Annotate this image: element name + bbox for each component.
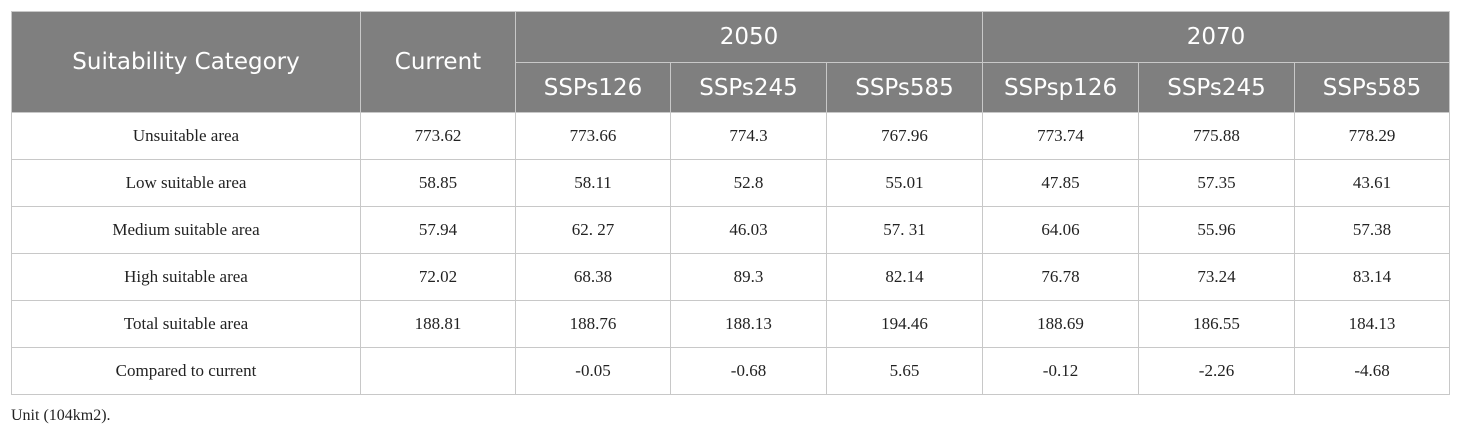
table-cell: 186.55 (1138, 300, 1296, 348)
table-cell: -2.26 (1138, 347, 1296, 395)
table-cell: 55.01 (825, 159, 984, 207)
column-header: SSPsp126 (982, 62, 1140, 113)
table-cell: 73.24 (1138, 253, 1296, 301)
table-cell: 194.46 (825, 300, 984, 348)
table-row: Medium suitable area 57.94 62. 27 46.03 57. … (11, 206, 1451, 254)
table-cell: 774.3 (670, 112, 827, 160)
row-label: Unsuitable area (11, 112, 361, 160)
table-row: Compared to current -0.05 -0.68 5.65 -0.12 -2… (11, 347, 1451, 395)
table-cell: 778.29 (1294, 112, 1451, 160)
table-cell: 68.38 (515, 253, 671, 301)
header-row: Suitability Category Current 2050 2070 (11, 11, 1451, 113)
table-cell: 773.66 (515, 112, 671, 160)
table-cell: 58.11 (515, 159, 671, 207)
table-cell: 773.62 (360, 112, 516, 160)
row-label: Total suitable area (11, 300, 361, 348)
table-cell: 83.14 (1294, 253, 1451, 301)
table-cell: 82.14 (825, 253, 984, 301)
column-header: SSPs585 (1294, 62, 1451, 113)
table-cell: 5.65 (825, 347, 984, 395)
table-cell: 775.88 (1138, 112, 1296, 160)
table-cell: 76.78 (982, 253, 1140, 301)
row-label: Medium suitable area (11, 206, 361, 254)
header-cell: Suitability Category (11, 11, 361, 113)
table-row: Total suitable area 188.81 188.76 188.13 194… (11, 300, 1451, 348)
table-cell: 89.3 (670, 253, 827, 301)
table-cell: 767.96 (825, 112, 984, 160)
table-cell: -4.68 (1294, 347, 1451, 395)
table-row: Unsuitable area 773.62 773.66 774.3 767.96 77… (11, 112, 1451, 160)
data-table: Suitability Category Current 2050 2070 SSPs1… (11, 11, 1451, 395)
row-label: Compared to current (11, 347, 361, 395)
table-cell: 188.69 (982, 300, 1140, 348)
table-cell: 773.74 (982, 112, 1140, 160)
table-cell: 43.61 (1294, 159, 1451, 207)
table-cell: 184.13 (1294, 300, 1451, 348)
table-cell: 58.85 (360, 159, 516, 207)
table-cell: 57.38 (1294, 206, 1451, 254)
group-header: 2050 (514, 11, 984, 63)
table-row: High suitable area 72.02 68.38 89.3 82.14 76.… (11, 253, 1451, 301)
empty-cell (360, 347, 516, 395)
column-header: SSPs245 (670, 62, 827, 113)
table-cell: -0.68 (670, 347, 827, 395)
table-cell: 47.85 (982, 159, 1140, 207)
footnote: Unit (104km2). (11, 407, 111, 424)
table-cell: 57.94 (360, 206, 516, 254)
table-cell: 62. 27 (515, 206, 671, 254)
row-label: High suitable area (11, 253, 361, 301)
table-cell: 55.96 (1138, 206, 1296, 254)
row-label: Low suitable area (11, 159, 361, 207)
table-cell: 57.35 (1138, 159, 1296, 207)
table-cell: 57. 31 (825, 206, 984, 254)
table-cell: 188.81 (360, 300, 516, 348)
group-header: 2070 (982, 11, 1451, 63)
column-header: SSPs245 (1138, 62, 1296, 113)
table-cell: 188.76 (515, 300, 671, 348)
table-cell: 52.8 (670, 159, 827, 207)
table-cell: 46.03 (670, 206, 827, 254)
table-row: Low suitable area 58.85 58.11 52.8 55.01 47.8… (11, 159, 1451, 207)
column-header: SSPs126 (515, 62, 671, 113)
table-cell: -0.05 (515, 347, 671, 395)
table-cell: 188.13 (670, 300, 827, 348)
table-cell: 72.02 (360, 253, 516, 301)
table-cell: 64.06 (982, 206, 1140, 254)
table-cell: -0.12 (982, 347, 1140, 395)
header-row: SSPs126 SSPs245 SSPs585 SSPsp126 SSPs245 SSPs… (12, 62, 1451, 113)
column-header: SSPs585 (825, 62, 984, 113)
header-cell: Current (360, 11, 516, 113)
